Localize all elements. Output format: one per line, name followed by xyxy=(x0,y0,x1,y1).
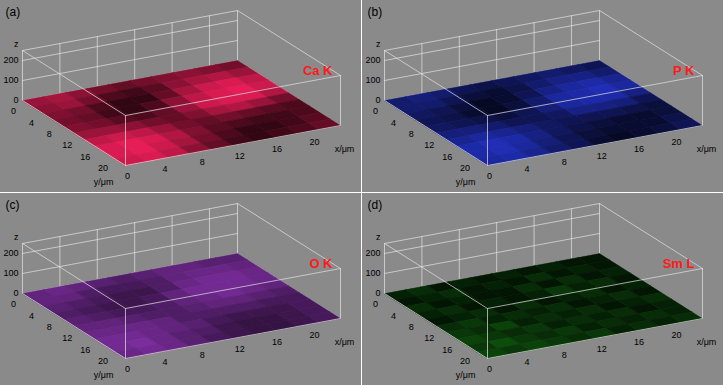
svg-text:x/μm: x/μm xyxy=(697,337,717,347)
svg-text:Sm L: Sm L xyxy=(663,256,695,271)
svg-text:z: z xyxy=(14,232,19,242)
svg-text:200: 200 xyxy=(3,248,18,258)
svg-text:0: 0 xyxy=(487,171,492,181)
svg-text:20: 20 xyxy=(98,356,108,366)
svg-text:200: 200 xyxy=(3,55,18,65)
svg-text:16: 16 xyxy=(272,337,282,347)
svg-text:16: 16 xyxy=(442,152,452,162)
svg-text:100: 100 xyxy=(365,75,380,85)
svg-text:4: 4 xyxy=(524,164,529,174)
svg-text:12: 12 xyxy=(235,151,245,161)
svg-text:P K: P K xyxy=(673,63,695,78)
svg-text:16: 16 xyxy=(80,152,90,162)
svg-text:4: 4 xyxy=(29,118,34,128)
svg-text:8: 8 xyxy=(47,322,52,332)
svg-text:(c): (c) xyxy=(6,198,20,212)
svg-text:8: 8 xyxy=(562,350,567,360)
svg-text:20: 20 xyxy=(671,137,681,147)
svg-text:(b): (b) xyxy=(368,5,383,19)
svg-text:8: 8 xyxy=(200,157,205,167)
svg-text:16: 16 xyxy=(80,345,90,355)
svg-text:4: 4 xyxy=(162,357,167,367)
svg-text:0: 0 xyxy=(375,288,380,298)
svg-text:0: 0 xyxy=(375,95,380,105)
svg-text:4: 4 xyxy=(524,357,529,367)
svg-text:12: 12 xyxy=(597,151,607,161)
svg-text:x/μm: x/μm xyxy=(335,337,355,347)
svg-text:12: 12 xyxy=(424,333,434,343)
svg-text:100: 100 xyxy=(3,268,18,278)
svg-text:y/μm: y/μm xyxy=(94,177,114,187)
svg-text:0: 0 xyxy=(13,288,18,298)
svg-text:12: 12 xyxy=(597,344,607,354)
svg-text:x/μm: x/μm xyxy=(697,144,717,154)
svg-text:0: 0 xyxy=(11,299,16,309)
svg-text:4: 4 xyxy=(29,311,34,321)
svg-text:20: 20 xyxy=(671,330,681,340)
svg-text:4: 4 xyxy=(391,311,396,321)
svg-text:16: 16 xyxy=(272,144,282,154)
svg-text:20: 20 xyxy=(460,163,470,173)
svg-text:z: z xyxy=(14,39,19,49)
svg-text:0: 0 xyxy=(487,364,492,374)
svg-text:12: 12 xyxy=(235,344,245,354)
svg-text:12: 12 xyxy=(62,333,72,343)
svg-text:(a): (a) xyxy=(6,5,21,19)
svg-text:y/μm: y/μm xyxy=(456,370,476,380)
svg-text:(d): (d) xyxy=(368,198,383,212)
svg-text:12: 12 xyxy=(424,140,434,150)
svg-text:20: 20 xyxy=(309,330,319,340)
svg-text:100: 100 xyxy=(3,75,18,85)
svg-text:4: 4 xyxy=(162,164,167,174)
svg-text:z: z xyxy=(376,39,381,49)
svg-text:20: 20 xyxy=(309,137,319,147)
svg-text:8: 8 xyxy=(47,129,52,139)
svg-text:16: 16 xyxy=(442,345,452,355)
svg-text:12: 12 xyxy=(62,140,72,150)
svg-text:O K: O K xyxy=(309,256,333,271)
svg-text:8: 8 xyxy=(409,129,414,139)
svg-text:0: 0 xyxy=(125,171,130,181)
svg-text:0: 0 xyxy=(11,106,16,116)
svg-text:0: 0 xyxy=(13,95,18,105)
svg-text:20: 20 xyxy=(460,356,470,366)
svg-text:Ca K: Ca K xyxy=(303,63,333,78)
svg-text:16: 16 xyxy=(634,337,644,347)
svg-text:0: 0 xyxy=(373,299,378,309)
svg-text:8: 8 xyxy=(409,322,414,332)
svg-text:0: 0 xyxy=(373,106,378,116)
svg-text:4: 4 xyxy=(391,118,396,128)
svg-text:100: 100 xyxy=(365,268,380,278)
svg-text:200: 200 xyxy=(365,55,380,65)
svg-text:8: 8 xyxy=(562,157,567,167)
svg-text:16: 16 xyxy=(634,144,644,154)
svg-text:y/μm: y/μm xyxy=(456,177,476,187)
svg-text:x/μm: x/μm xyxy=(335,144,355,154)
svg-text:20: 20 xyxy=(98,163,108,173)
svg-text:0: 0 xyxy=(125,364,130,374)
svg-text:z: z xyxy=(376,232,381,242)
svg-text:y/μm: y/μm xyxy=(94,370,114,380)
svg-text:8: 8 xyxy=(200,350,205,360)
svg-text:200: 200 xyxy=(365,248,380,258)
